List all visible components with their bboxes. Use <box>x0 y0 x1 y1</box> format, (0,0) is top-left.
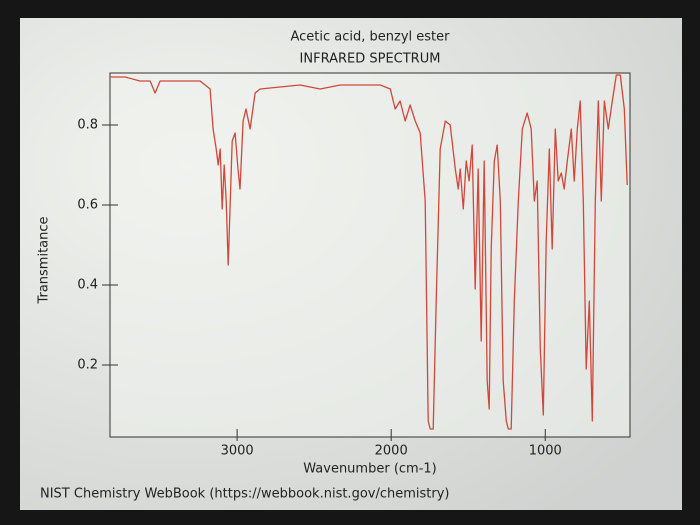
x-tick-label: 3000 <box>221 444 254 459</box>
y-axis-label: Transmitance <box>37 216 52 304</box>
x-axis-label: Wavenumber (cm-1) <box>303 462 436 477</box>
x-tick-label: 1000 <box>529 444 562 459</box>
y-tick-label: 0.2 <box>77 358 98 373</box>
y-tick-label: 0.4 <box>77 278 98 293</box>
y-tick-label: 0.6 <box>77 198 98 213</box>
chart-subtitle: INFRARED SPECTRUM <box>300 52 441 67</box>
chart-title: Acetic acid, benzyl ester <box>290 30 450 45</box>
y-tick-label: 0.8 <box>77 118 98 133</box>
x-tick-label: 2000 <box>375 444 408 459</box>
footer: NIST Chemistry WebBook (https://webbook.… <box>40 487 450 502</box>
plot: 0.2 0.4 0.6 0.8 3000 2000 1000 <box>77 74 628 459</box>
spectrum-line <box>110 74 628 430</box>
plot-frame <box>109 72 631 438</box>
